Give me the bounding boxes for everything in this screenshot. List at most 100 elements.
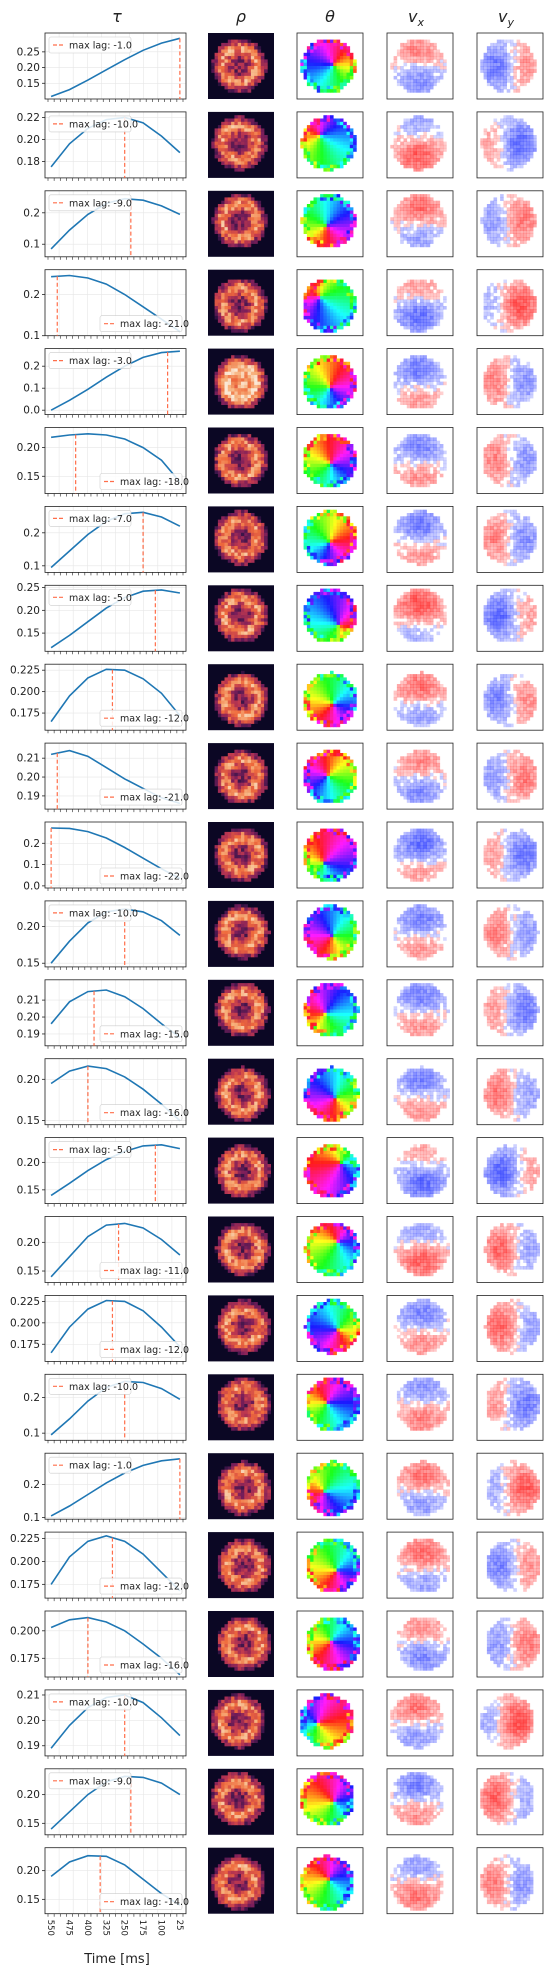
rho-pixel	[231, 477, 235, 481]
vy-pixel	[526, 217, 531, 221]
theta-pixel	[339, 444, 344, 448]
vy-pixel	[513, 237, 517, 241]
vy-pixel	[523, 82, 527, 87]
vx-pixel	[400, 69, 404, 73]
rho-pixel	[244, 447, 248, 451]
theta-pixel	[323, 115, 327, 119]
vy-pixel	[519, 154, 524, 159]
vx-pixel	[429, 197, 434, 201]
vx-pixel	[400, 381, 404, 386]
vy-pixel	[503, 315, 507, 320]
theta-pixel	[313, 394, 318, 399]
vy-pixel	[483, 230, 488, 234]
vx-pixel	[420, 401, 424, 405]
vy-pixel	[519, 286, 524, 290]
vx-pixel	[439, 75, 444, 80]
rho-pixel	[224, 368, 229, 372]
vy-pixel	[503, 233, 507, 238]
vy-pixel	[519, 213, 524, 218]
theta-pixel	[330, 220, 334, 225]
vy-pixel	[500, 39, 504, 44]
rho-pixel	[231, 197, 235, 201]
vx-pixel	[400, 213, 404, 218]
vx-pixel	[426, 213, 431, 218]
rho-pixel	[234, 381, 238, 386]
theta-pixel	[346, 213, 351, 218]
vx-pixel	[413, 144, 417, 149]
theta-pixel	[343, 371, 347, 376]
vy-pixel	[500, 138, 504, 142]
theta-pixel	[306, 470, 311, 474]
rho-pixel	[241, 72, 245, 77]
theta-pixel	[326, 200, 331, 205]
vx-pixel	[433, 158, 437, 162]
rho-pixel	[224, 75, 229, 80]
vx-pixel	[423, 141, 427, 146]
vx-pixel	[396, 388, 401, 392]
theta-pixel	[323, 457, 327, 461]
theta-pixel	[320, 292, 324, 297]
rho-pixel	[264, 378, 268, 382]
theta-pixel	[336, 453, 341, 458]
theta-pixel	[300, 141, 304, 146]
rho-pixel	[224, 42, 229, 47]
vy-pixel	[486, 223, 491, 228]
rho-pixel	[257, 75, 262, 80]
theta-pixel	[333, 394, 337, 399]
vy-pixel	[529, 375, 534, 379]
vy-pixel	[523, 213, 527, 218]
vy-pixel	[496, 237, 501, 241]
vx-pixel	[433, 233, 437, 238]
vy-pixel	[516, 204, 521, 208]
vx-pixel	[436, 322, 441, 327]
theta-pixel	[346, 223, 351, 228]
vy-pixel	[510, 404, 514, 409]
theta-pixel	[310, 368, 314, 372]
rho-pixel	[217, 315, 222, 320]
legend-box	[48, 36, 132, 54]
rho-pixel	[227, 289, 232, 294]
vy-pixel	[490, 210, 494, 215]
rho-pixel	[250, 460, 255, 465]
vy-image	[476, 190, 544, 258]
vx-pixel	[426, 371, 431, 376]
rho-pixel	[217, 470, 222, 474]
theta-pixel	[339, 450, 344, 455]
rho-pixel	[244, 375, 248, 379]
theta-pixel	[323, 158, 327, 162]
vx-pixel	[429, 322, 434, 327]
rho-pixel	[234, 309, 238, 313]
rho-pixel	[250, 154, 255, 159]
theta-pixel	[306, 151, 311, 156]
vy-pixel	[516, 384, 521, 389]
theta-pixel	[313, 125, 318, 129]
theta-pixel	[316, 121, 321, 126]
vy-pixel	[516, 302, 521, 307]
vx-pixel	[423, 243, 427, 248]
rho-pixel	[237, 243, 242, 248]
vx-pixel	[420, 434, 424, 438]
theta-pixel	[303, 75, 308, 80]
vy-pixel	[529, 213, 534, 218]
theta-pixel	[326, 279, 331, 284]
rho-pixel	[257, 299, 262, 303]
theta-pixel	[330, 161, 334, 165]
vy-pixel	[510, 56, 514, 60]
theta-pixel	[326, 384, 331, 389]
rho-pixel	[254, 480, 258, 484]
theta-pixel	[330, 289, 334, 294]
rho-pixel	[224, 371, 229, 376]
vx-pixel	[433, 210, 437, 215]
rho-pixel	[254, 473, 258, 478]
vx-pixel	[413, 302, 417, 307]
theta-pixel	[346, 388, 351, 392]
vy-pixel	[516, 138, 521, 142]
theta-pixel	[343, 121, 347, 126]
vy-pixel	[523, 220, 527, 225]
vx-pixel	[403, 62, 408, 67]
vx-pixel	[429, 141, 434, 146]
vy-pixel	[493, 220, 498, 225]
vx-pixel	[406, 289, 411, 294]
vy-pixel	[496, 319, 501, 323]
